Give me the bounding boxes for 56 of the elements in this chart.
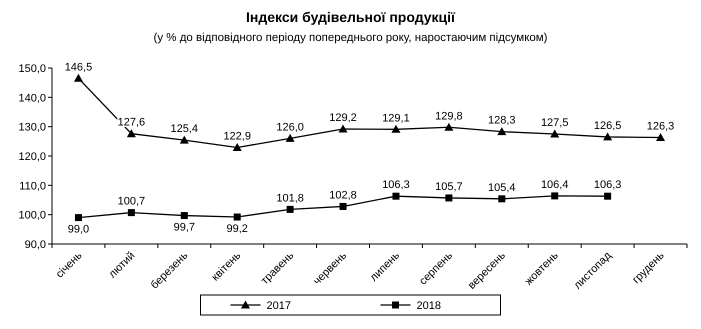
y-tick-label: 130,0 xyxy=(18,122,46,134)
point xyxy=(340,202,347,210)
point xyxy=(392,192,400,200)
y-tick-label: 120,0 xyxy=(18,151,46,163)
point xyxy=(286,206,294,213)
data-label: 129,8 xyxy=(435,110,463,122)
data-label: 126,0 xyxy=(276,121,304,134)
data-label: 127,5 xyxy=(540,117,568,129)
point xyxy=(128,209,135,216)
point xyxy=(497,127,506,136)
data-label: 129,2 xyxy=(329,112,357,124)
data-label: 105,4 xyxy=(488,182,516,194)
point xyxy=(445,194,452,202)
point xyxy=(180,212,188,220)
point xyxy=(180,136,189,144)
point xyxy=(551,192,558,200)
chart-title: Індекси будівельної продукції xyxy=(246,9,456,25)
data-label: 126,5 xyxy=(594,120,622,132)
point xyxy=(604,192,612,200)
point xyxy=(656,133,666,142)
data-label: 99,7 xyxy=(174,222,196,234)
point xyxy=(498,195,506,202)
legend-label: 2018 xyxy=(416,300,441,312)
point xyxy=(603,132,612,140)
point xyxy=(338,124,348,133)
data-label: 128,3 xyxy=(488,114,516,127)
point xyxy=(126,129,136,138)
y-tick-label: 100,0 xyxy=(18,210,46,222)
data-label: 105,7 xyxy=(435,180,463,193)
data-label: 101,8 xyxy=(276,192,304,204)
data-label: 102,8 xyxy=(329,189,357,202)
point xyxy=(550,130,560,138)
data-label: 99,0 xyxy=(68,224,90,236)
point xyxy=(74,74,83,82)
y-tick-label: 140,0 xyxy=(18,92,46,104)
data-label: 106,3 xyxy=(594,179,622,192)
data-label: 125,4 xyxy=(170,123,198,136)
y-tick-label: 150,0 xyxy=(18,63,46,75)
point xyxy=(232,142,242,151)
data-label: 129,1 xyxy=(382,112,410,124)
legend-label: 2017 xyxy=(266,300,291,312)
data-label: 106,4 xyxy=(540,178,568,191)
y-tick-label: 110,0 xyxy=(19,180,46,192)
point xyxy=(74,214,82,222)
point xyxy=(234,214,241,221)
point xyxy=(444,122,454,131)
y-tick-label: 90,0 xyxy=(24,239,46,251)
data-label: 100,7 xyxy=(118,196,146,208)
chart-subtitle: (у % до відповідного періоду попереднього року, наростаючим підсумком) xyxy=(154,32,548,44)
data-label: 106,3 xyxy=(382,179,410,192)
point xyxy=(391,124,400,133)
data-label: 146,5 xyxy=(64,61,92,74)
data-label: 122,9 xyxy=(223,130,251,142)
point xyxy=(286,134,295,142)
data-label: 99,2 xyxy=(226,223,248,236)
data-label: 126,3 xyxy=(646,120,674,133)
